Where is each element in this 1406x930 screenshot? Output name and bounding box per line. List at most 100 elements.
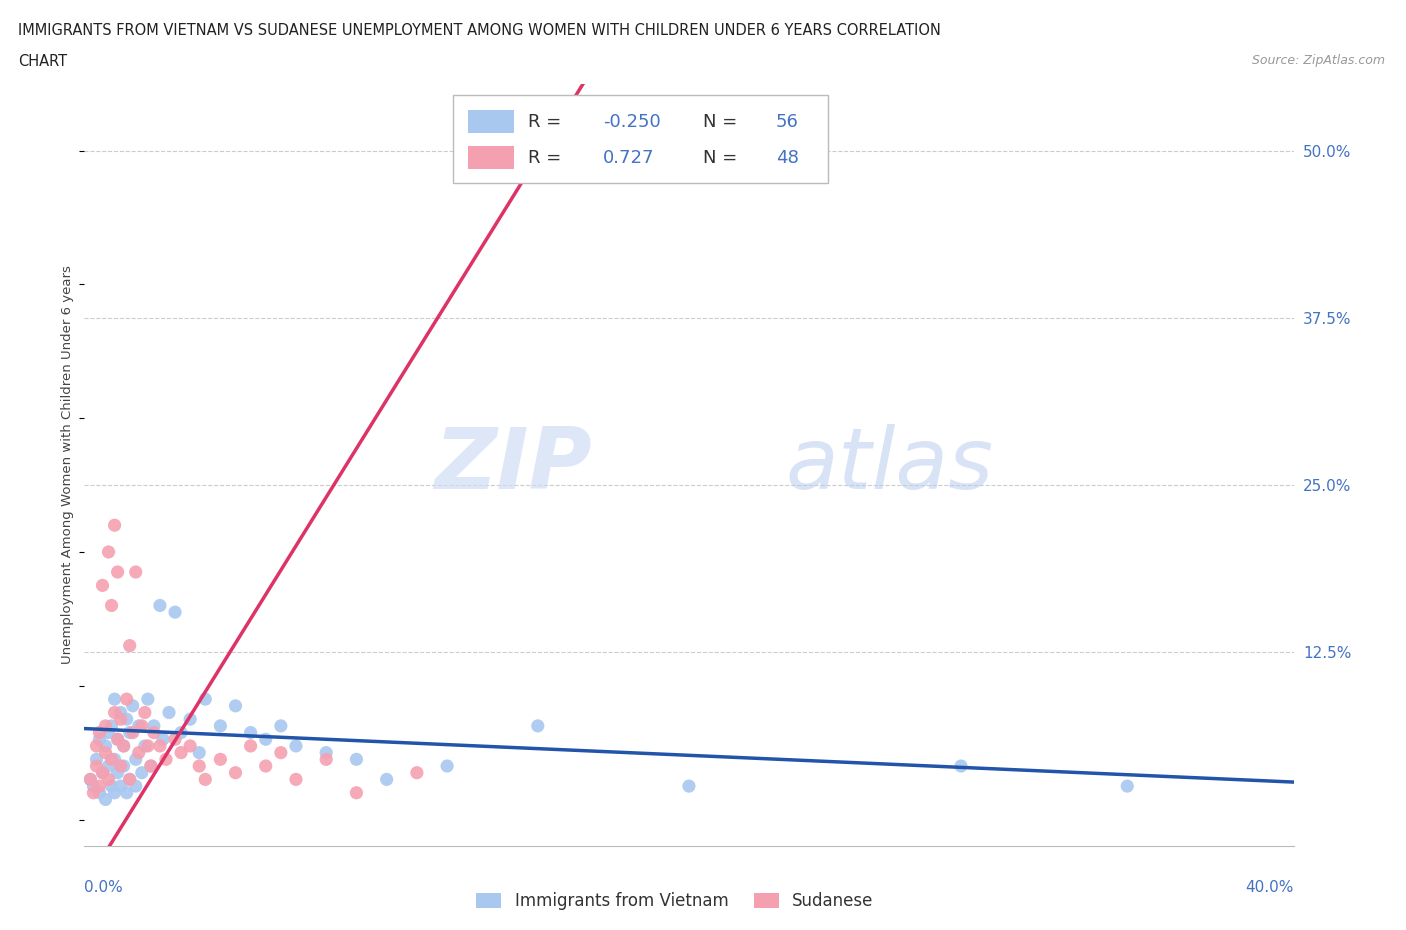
Point [142,725,165,740]
Point [131,765,153,780]
Point [194,692,217,707]
Point [678,778,700,793]
Point [239,738,262,753]
Point [149,738,172,753]
Text: 0.0%: 0.0% [84,880,124,895]
Point [125,751,148,766]
Point [950,759,973,774]
Point [285,772,308,787]
Point [134,705,156,720]
Point [118,725,141,740]
Point [128,745,150,760]
Point [79,772,101,787]
FancyBboxPatch shape [468,111,513,133]
Point [104,785,127,800]
Text: R =: R = [529,113,567,131]
Point [239,725,262,740]
Point [527,719,550,734]
Point [315,751,337,766]
Point [97,759,120,774]
Text: N =: N = [703,113,744,131]
Point [142,719,165,734]
Point [110,711,132,726]
Point [97,545,120,560]
Text: N =: N = [703,149,744,166]
Point [1116,778,1139,793]
Point [112,759,135,774]
Point [104,692,127,707]
Point [110,759,132,774]
Point [82,785,104,800]
Text: 56: 56 [776,113,799,131]
Legend: Immigrants from Vietnam, Sudanese: Immigrants from Vietnam, Sudanese [470,885,880,917]
Point [118,772,141,787]
Point [139,759,162,774]
Text: R =: R = [529,149,567,166]
Point [100,751,122,766]
Point [100,778,122,793]
Point [346,751,368,766]
Point [194,772,217,787]
FancyBboxPatch shape [468,146,513,169]
Point [346,785,368,800]
Point [91,765,114,780]
Point [165,604,187,619]
Point [107,732,129,747]
Text: 0.727: 0.727 [603,149,655,166]
Point [86,738,108,753]
Text: 40.0%: 40.0% [1246,880,1294,895]
Point [179,711,201,726]
Point [112,738,135,753]
Point [188,759,211,774]
Point [136,738,159,753]
Point [121,698,143,713]
Point [107,732,129,747]
Text: ZIP: ZIP [434,423,592,507]
Point [136,692,159,707]
Point [118,638,141,653]
Point [89,725,111,740]
Point [94,719,117,734]
Point [115,711,138,726]
Text: Source: ZipAtlas.com: Source: ZipAtlas.com [1251,54,1385,67]
Point [131,719,153,734]
Point [149,598,172,613]
Point [94,745,117,760]
Point [94,738,117,753]
Point [225,698,247,713]
Point [115,692,138,707]
Point [270,719,292,734]
Point [104,518,127,533]
Text: 48: 48 [776,149,799,166]
Point [125,778,148,793]
Point [91,765,114,780]
Point [110,705,132,720]
Point [152,732,174,747]
Point [100,598,122,613]
Point [134,738,156,753]
Point [254,759,277,774]
Point [100,719,122,734]
Point [188,745,211,760]
Point [285,738,308,753]
Text: atlas: atlas [786,423,994,507]
Point [155,751,177,766]
Point [97,772,120,787]
Point [128,719,150,734]
Point [110,778,132,793]
Point [118,772,141,787]
Point [112,738,135,753]
Point [107,765,129,780]
Point [436,759,458,774]
Point [139,759,162,774]
Point [86,751,108,766]
Point [125,565,148,579]
Point [79,772,101,787]
Y-axis label: Unemployment Among Women with Children Under 6 years: Unemployment Among Women with Children U… [60,266,75,664]
Point [170,725,193,740]
Point [179,738,201,753]
Point [104,705,127,720]
Point [157,705,180,720]
Point [270,745,292,760]
Text: IMMIGRANTS FROM VIETNAM VS SUDANESE UNEMPLOYMENT AMONG WOMEN WITH CHILDREN UNDER: IMMIGRANTS FROM VIETNAM VS SUDANESE UNEM… [18,23,941,38]
